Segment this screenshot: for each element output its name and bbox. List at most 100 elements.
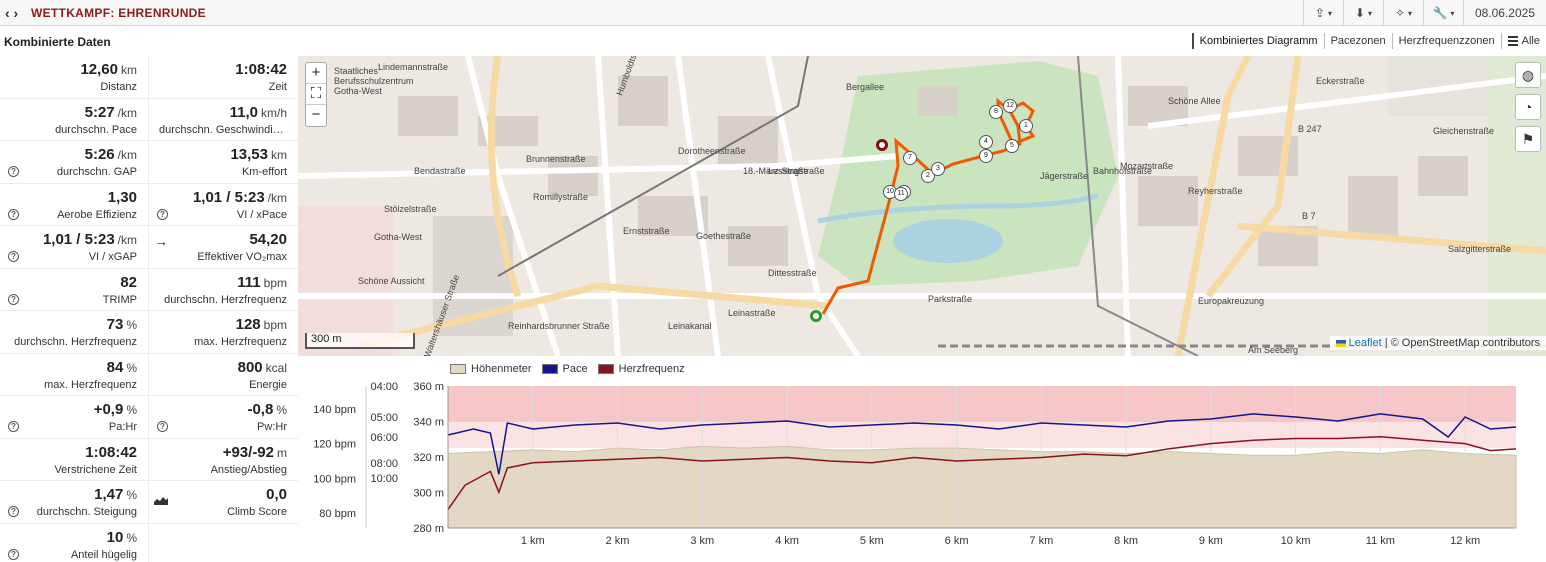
stat-unit: kcal <box>265 360 287 375</box>
stat-value: 13,53 km <box>230 146 287 163</box>
leaflet-link[interactable]: Leaflet <box>1348 337 1382 349</box>
route-km-marker[interactable]: 5 <box>1005 139 1019 153</box>
stat-value: 82 <box>120 273 137 291</box>
stat-unit: % <box>126 403 137 417</box>
arrow-right-icon[interactable]: → <box>154 233 168 249</box>
legend-heartrate[interactable]: Herzfrequenz <box>597 363 685 375</box>
legend-pace[interactable]: Pace <box>541 363 588 375</box>
finish-marker-icon[interactable] <box>876 139 888 151</box>
start-marker-icon[interactable] <box>810 310 822 322</box>
map-street-label: Reinhardsbrunner Straße <box>508 321 610 331</box>
stats-row: 73% durchschn. Herzfrequenz 128 bpm max. Her… <box>0 311 298 354</box>
magic-button[interactable]: ✧ ▾ <box>1382 0 1423 26</box>
settings-button[interactable]: 🔧 ▾ <box>1422 0 1463 26</box>
help-icon[interactable]: ? <box>8 166 19 177</box>
stat-cell: 1:08:42 Verstrichene Zeit <box>0 438 149 481</box>
pace-tick-label: 04:00 <box>370 381 398 393</box>
heartrate-line <box>447 435 1517 510</box>
stat-cell: 5:26/km durchschn. GAP? <box>0 141 149 183</box>
stat-label: Climb Score <box>227 506 287 518</box>
stat-cell: -0,8% Pw:Hr? <box>149 396 298 438</box>
fullscreen-button[interactable]: ⛶ <box>306 84 326 105</box>
flag-icon[interactable]: ⚑ <box>1515 126 1541 152</box>
route-km-marker[interactable]: 8 <box>989 105 1003 119</box>
stat-unit: bpm <box>263 318 287 332</box>
map-attribution: Leaflet | © OpenStreetMap contributors <box>1329 336 1546 350</box>
route-km-marker[interactable]: 7 <box>903 151 917 165</box>
help-icon[interactable]: ? <box>8 293 19 305</box>
stat-value: 0,0 <box>266 486 287 503</box>
globe-icon[interactable]: ◍ <box>1515 62 1541 88</box>
download-icon: ⬇ <box>1354 6 1365 20</box>
route-km-marker[interactable]: 1 <box>1019 119 1033 133</box>
stat-unit: m <box>277 445 287 460</box>
ukraine-flag-icon <box>1335 339 1346 347</box>
tab-herzfrequenzzonen[interactable]: Herzfrequenzzonen <box>1391 33 1501 49</box>
map-street-label: Parkstraße <box>928 294 973 304</box>
legend-swatch <box>541 364 558 374</box>
help-icon[interactable]: ? <box>8 548 19 560</box>
route-km-marker[interactable]: 11 <box>894 187 908 201</box>
stat-label: durchschn. Geschwindigkeit <box>159 123 287 136</box>
zoom-in-button[interactable]: + <box>306 63 326 84</box>
stat-value: 73% <box>106 316 137 333</box>
stat-value: +93/-92 m <box>222 443 287 461</box>
map-street-label: Stölzelstraße <box>384 204 437 214</box>
hr-tick-label: 80 bpm <box>319 508 356 520</box>
legend-elevation[interactable]: Höhenmeter <box>450 363 532 375</box>
x-tick-label: 7 km <box>1029 535 1053 547</box>
route-km-marker[interactable]: 10 <box>883 185 897 199</box>
stat-cell: 128 bpm max. Herzfrequenz <box>149 311 298 353</box>
stat-label: VI / xPace <box>236 208 287 221</box>
stat-value: 5:26/km <box>84 146 137 163</box>
help-icon[interactable]: ? <box>157 208 168 220</box>
map-street-label: Schöne Allee <box>1168 96 1221 106</box>
route-km-marker[interactable]: 9 <box>979 149 993 163</box>
stat-cell: 1,01 / 5:23/km VI / xGAP? <box>0 226 149 268</box>
stats-row: 1,30 Aerobe Effizienz? 1,01 / 5:23/km VI / … <box>0 183 298 226</box>
pace-tick-label: 06:00 <box>370 432 398 444</box>
chevron-down-icon: ▾ <box>1367 8 1372 18</box>
tab-alle[interactable]: Alle <box>1500 33 1546 49</box>
legend-swatch <box>597 364 614 374</box>
help-icon[interactable]: ? <box>8 208 19 220</box>
route-km-marker[interactable]: 3 <box>931 162 945 176</box>
x-tick-label: 9 km <box>1199 535 1223 547</box>
map-street-label: Staatliches Berufsschulzentrum Gotha-Wes… <box>334 66 414 96</box>
route-map[interactable]: + ⛶ − ◍ ◔ ⚑ 300 m Leaflet | © OpenStreet… <box>298 56 1546 356</box>
share-button[interactable]: ⇪ ▾ <box>1302 0 1343 26</box>
zoom-out-button[interactable]: − <box>311 106 321 123</box>
stats-row: 5:27/km durchschn. Pace 11,0 km/h durchschn.… <box>0 98 298 141</box>
help-icon[interactable]: ? <box>157 421 168 432</box>
stat-label: VI / xGAP <box>88 251 137 263</box>
stat-label: Zeit <box>268 81 287 93</box>
chevron-down-icon: ▾ <box>1407 8 1412 18</box>
map-street-label: Gotha-West <box>374 232 422 242</box>
stat-unit: km <box>271 148 287 162</box>
stat-label: durchschn. Steigung <box>36 506 137 518</box>
stat-value: 1,01 / 5:23/km <box>192 188 287 206</box>
help-icon[interactable]: ? <box>8 506 19 517</box>
stats-row: 82 TRIMP? 111 bpm durchschn. Herzfrequenz <box>0 268 298 311</box>
tab-kombiniertes-diagramm[interactable]: Kombiniertes Diagramm <box>1191 33 1324 49</box>
stat-unit: % <box>126 488 137 502</box>
help-icon[interactable]: ? <box>8 421 19 432</box>
prev-next-icon[interactable]: ‹ › <box>5 5 19 21</box>
route-km-marker[interactable]: 4 <box>979 135 993 149</box>
stat-label: durchschn. Herzfrequenz <box>164 293 287 306</box>
speedometer-icon[interactable]: ◔ <box>1515 94 1541 120</box>
stat-cell: 1:08:42 Zeit <box>149 56 298 98</box>
help-icon[interactable]: ? <box>8 251 19 262</box>
stat-value: 800 kcal <box>237 358 287 376</box>
tab-pacezonen[interactable]: Pacezonen <box>1323 33 1392 49</box>
elev-tick-label: 360 m <box>413 381 444 393</box>
route-km-marker[interactable]: 12 <box>1003 99 1017 113</box>
area-chart-icon[interactable] <box>154 495 168 505</box>
download-button[interactable]: ⬇ ▾ <box>1342 0 1383 26</box>
stat-unit: km/h <box>260 105 287 120</box>
pace-tick-label: 10:00 <box>370 473 398 485</box>
stat-label: Aerobe Effizienz <box>57 208 137 221</box>
toolbar: ⇪ ▾ ⬇ ▾ ✧ ▾ 🔧 ▾ 08.06.2025 <box>1302 0 1546 26</box>
stat-value: 11,0 km/h <box>229 103 287 121</box>
chevron-down-icon: ▾ <box>1450 8 1455 18</box>
